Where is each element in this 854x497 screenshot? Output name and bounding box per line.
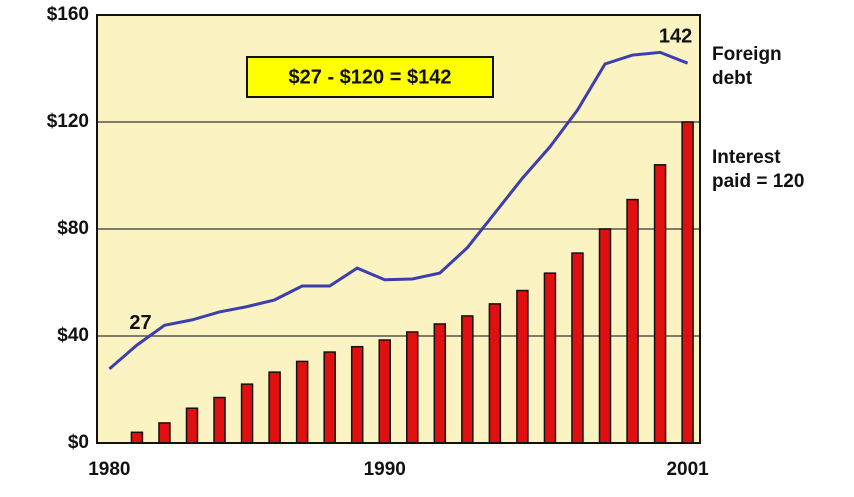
line	[108, 50, 689, 371]
bar	[571, 252, 584, 444]
y-tick-label: $0	[68, 432, 89, 453]
bar	[213, 396, 226, 444]
y-tick-label: $80	[57, 218, 89, 239]
bar	[130, 431, 144, 444]
y-tick-label: $120	[47, 111, 89, 132]
bar	[185, 407, 199, 444]
x-tick-label: 2001	[666, 459, 709, 480]
bar	[158, 422, 171, 444]
plot-frame	[96, 14, 701, 444]
bar	[240, 383, 254, 444]
bar	[406, 331, 419, 444]
bar	[268, 371, 281, 444]
bar	[295, 360, 309, 444]
bar	[681, 121, 694, 444]
bar	[433, 323, 447, 444]
annotation-box	[246, 56, 494, 98]
bar	[516, 289, 529, 444]
data-label: 27	[129, 312, 151, 334]
y-tick-label: $40	[57, 325, 89, 346]
legend-entry: Foreign debt	[712, 44, 782, 89]
x-tick-label: 1980	[88, 459, 130, 480]
bar	[378, 339, 391, 444]
annotation: $27 - $120 = $142	[289, 66, 452, 88]
x-tick-label: 1990	[364, 459, 406, 480]
bar	[543, 272, 557, 444]
bar	[626, 198, 639, 444]
bar	[323, 351, 336, 444]
y-tick-label: $160	[47, 4, 89, 25]
legend-entry: Interest paid = 120	[712, 147, 804, 192]
bar	[653, 164, 667, 444]
data-label: 142	[659, 25, 692, 47]
bar	[350, 345, 364, 444]
bar	[461, 315, 474, 444]
bar	[488, 303, 502, 444]
bar	[598, 228, 612, 444]
